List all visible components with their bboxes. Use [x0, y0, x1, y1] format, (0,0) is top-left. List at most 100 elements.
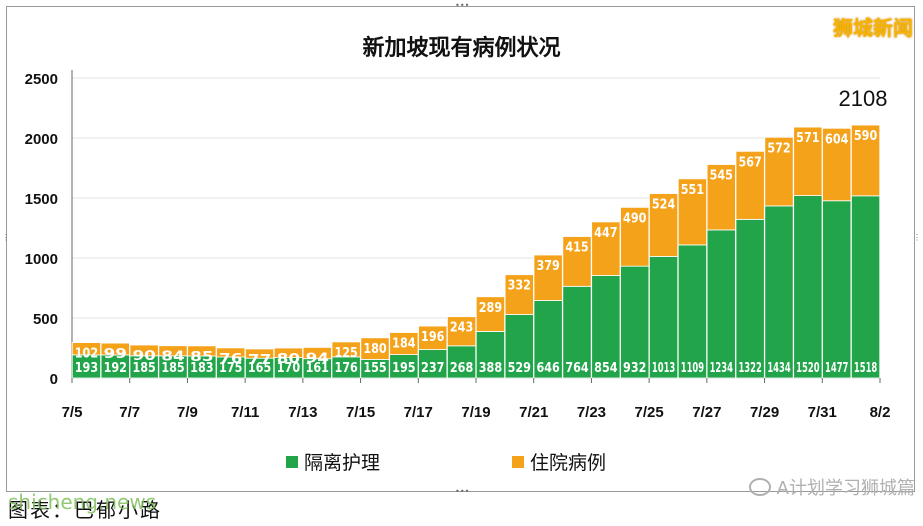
bar-segment: [648, 256, 679, 379]
bar-segment: [822, 127, 852, 202]
data-label: 77: [248, 353, 271, 368]
data-label: 99: [104, 347, 127, 362]
y-tick-label: 2000: [25, 131, 58, 148]
x-tick-label: 7/11: [231, 404, 259, 421]
data-label: 165: [248, 361, 271, 376]
wechat-account: A计划学习狮城篇: [748, 474, 915, 500]
data-label: 76: [219, 352, 242, 367]
x-tick-label: 7/27: [692, 404, 721, 421]
bar-segment: [100, 342, 130, 356]
data-label: 447: [594, 226, 617, 241]
bar-segment: [389, 332, 419, 355]
data-label: 932: [623, 361, 646, 376]
bar-segment: [71, 342, 102, 356]
data-label: 175: [219, 361, 242, 376]
data-label: 1322: [738, 361, 761, 376]
data-label: 1109: [681, 361, 704, 376]
data-label: 161: [306, 361, 329, 376]
data-label: 1434: [767, 361, 790, 376]
bar-segment: [129, 344, 159, 357]
data-label: 646: [536, 361, 559, 376]
legend-hospital: 住院病例: [512, 448, 606, 475]
resize-handle-left[interactable]: ⋮: [2, 233, 10, 242]
x-tick-label: 7/31: [808, 404, 837, 421]
bar-segment: [850, 195, 881, 379]
source-caption: 图表：巴郁小路: [8, 498, 162, 522]
bar-segment: [850, 124, 881, 197]
brand-logo: 狮城新闻: [833, 16, 913, 40]
bar-segment: [504, 274, 534, 315]
data-label: 185: [161, 361, 184, 376]
legend-isolation-swatch: [286, 455, 298, 468]
y-tick-label: 1500: [25, 191, 58, 208]
x-tick-label: 7/13: [288, 404, 317, 421]
x-tick-label: 7/25: [635, 404, 664, 421]
y-tick-label: 1000: [25, 251, 58, 268]
data-label: 94: [306, 351, 329, 366]
bar-segment: [533, 300, 563, 379]
data-label: 764: [565, 361, 588, 376]
resize-handle-bottom[interactable]: •••: [455, 487, 470, 496]
data-label: 183: [190, 361, 213, 376]
x-tick-label: 8/2: [870, 404, 891, 421]
bar-segment: [706, 229, 736, 379]
legend-hospital-swatch: [512, 455, 524, 468]
data-label: 415: [565, 241, 588, 256]
data-label: 102: [75, 347, 98, 362]
bar-segment: [331, 341, 361, 358]
data-label: 155: [363, 361, 386, 376]
data-label: 379: [536, 259, 559, 274]
data-label: 332: [508, 279, 531, 294]
data-label: 551: [681, 183, 704, 198]
bar-segment: [793, 195, 823, 379]
bar-segment: [764, 205, 794, 379]
bar-segment: [216, 347, 246, 358]
data-label: 289: [479, 301, 502, 316]
data-label: 571: [796, 131, 819, 146]
bar-segment: [620, 265, 650, 379]
bar-segment: [418, 325, 448, 350]
x-tick-label: 7/23: [577, 404, 606, 421]
x-tick-label: 7/5: [62, 404, 83, 421]
data-label: 1520: [796, 361, 819, 376]
legend-isolation: 隔离护理: [286, 448, 380, 475]
data-label: 545: [710, 169, 733, 184]
x-tick-label: 7/17: [404, 404, 433, 421]
y-tick-label: 500: [33, 311, 58, 328]
data-label: 854: [594, 361, 617, 376]
bar-segment: [158, 345, 188, 357]
bar-segment: [360, 337, 390, 360]
data-label: 192: [104, 361, 127, 376]
legend-hospital-label: 住院病例: [530, 452, 607, 474]
bar-segment: [504, 314, 534, 379]
watermark: shicheng.news: [8, 490, 157, 514]
data-label: 196: [421, 330, 444, 345]
wechat-icon: [748, 478, 771, 496]
data-label: 85: [190, 350, 213, 365]
data-label: 243: [450, 321, 473, 336]
resize-handle-right[interactable]: ⋮: [913, 233, 921, 242]
data-label: 195: [392, 361, 415, 376]
y-tick-label: 2500: [25, 71, 58, 88]
bar-segment: [591, 221, 621, 276]
bar-segment: [475, 296, 506, 332]
bar-segment: [302, 346, 332, 360]
data-label: 84: [161, 350, 184, 365]
data-label: 567: [738, 155, 761, 170]
bar-segment: [735, 150, 765, 220]
data-label: 604: [825, 132, 848, 147]
data-label: 237: [421, 361, 444, 376]
data-label: 1518: [854, 361, 877, 376]
wechat-account-label: A计划学习狮城篇: [776, 478, 915, 499]
resize-handle-top[interactable]: •••: [455, 1, 470, 10]
y-tick-label: 0: [50, 371, 58, 388]
data-label: 572: [767, 141, 790, 156]
x-tick-label: 7/29: [750, 404, 779, 421]
data-label: 268: [450, 361, 473, 376]
data-label: 170: [277, 361, 300, 376]
total-annotation: 2108: [839, 86, 888, 111]
x-tick-label: 7/15: [346, 404, 375, 421]
bar-segment: [735, 218, 765, 379]
bar-segment: [706, 164, 736, 231]
bar-segment: [764, 136, 794, 207]
